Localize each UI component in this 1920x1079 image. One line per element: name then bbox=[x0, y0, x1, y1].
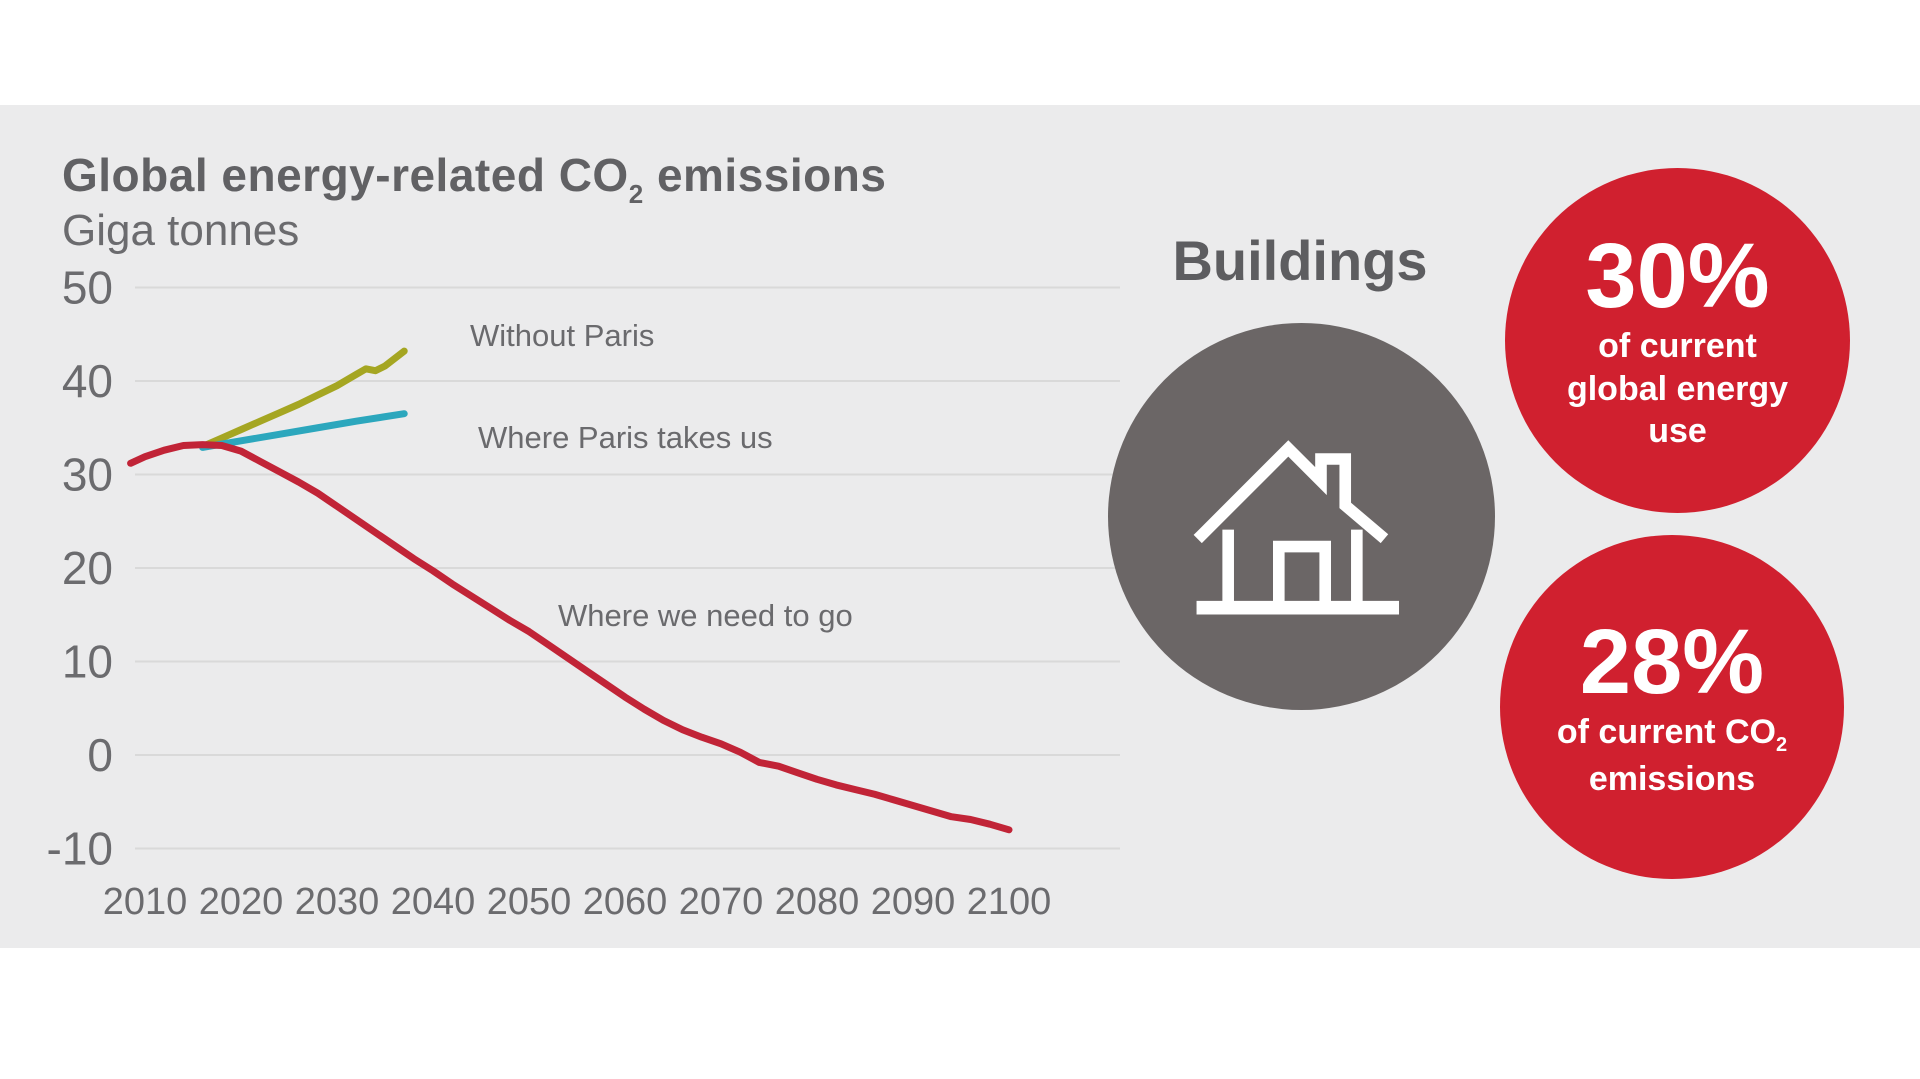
series-label-without-paris: Without Paris bbox=[470, 318, 655, 353]
series-label-where-paris-takes-us: Where Paris takes us bbox=[478, 420, 773, 455]
stat-desc-emissions: emissions bbox=[1588, 759, 1756, 798]
co2-subscript: 2 bbox=[1776, 733, 1788, 756]
series-label-where-we-need-to-go: Where we need to go bbox=[558, 598, 853, 633]
buildings-icon-circle bbox=[1108, 323, 1495, 710]
buildings-heading: Buildings bbox=[1172, 229, 1428, 292]
stat-value-30pct: 30% bbox=[1585, 225, 1770, 328]
stat-desc-line2: global energy bbox=[1566, 369, 1789, 408]
stat-circle-energy-use: 30% of current global energy use bbox=[1505, 168, 1850, 513]
house-icon bbox=[1193, 439, 1399, 615]
stat-desc-energy-use: of current global energy use bbox=[1567, 325, 1788, 453]
stat-desc-co2-emissions: of current CO2 emissions bbox=[1557, 711, 1787, 801]
chart-title: Global energy-related CO2 emissions bbox=[62, 148, 886, 210]
stat-desc-line1: of current bbox=[1598, 327, 1757, 366]
stat-desc-line3: use bbox=[1648, 412, 1707, 451]
chart-title-suffix: emissions bbox=[643, 149, 887, 201]
chart-title-subscript: 2 bbox=[628, 179, 644, 209]
stat-circle-co2-emissions: 28% of current CO2 emissions bbox=[1500, 535, 1844, 879]
stat-value-28pct: 28% bbox=[1579, 610, 1765, 713]
chart-title-prefix: Global energy-related CO bbox=[62, 149, 629, 201]
chart-y-axis-unit: Giga tonnes bbox=[62, 206, 300, 255]
stat-desc-co2-prefix: of current CO bbox=[1556, 712, 1776, 751]
